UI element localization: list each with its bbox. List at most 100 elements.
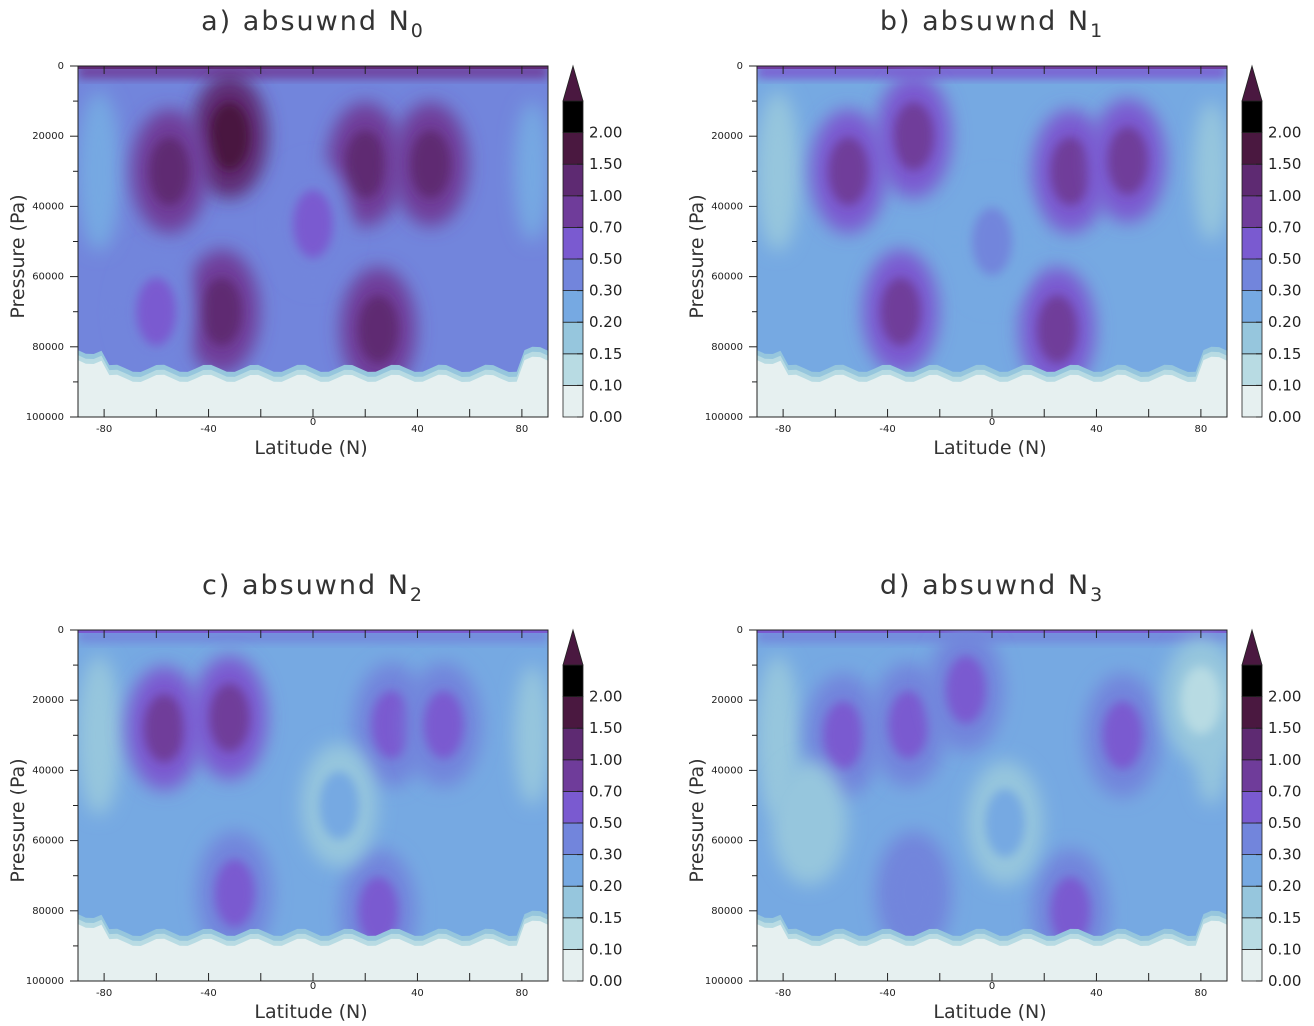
x-tick-label: -40 [879,988,895,999]
colorbar-label: 2.00 [589,688,622,706]
colorbar-swatch [562,132,584,165]
colorbar-label: 0.00 [589,972,622,990]
y-axis-label: Pressure (Pa) [686,194,708,318]
colorbar-arrow [1241,64,1263,102]
colorbar-label: 2.00 [1268,124,1301,142]
x-tick-label: 40 [411,424,424,435]
contour-region [972,207,1012,276]
y-tick-label: 100000 [705,412,743,423]
colorbar-label: 0.15 [1268,909,1301,927]
colorbar-label: 0.30 [1268,282,1301,300]
x-tick-label: 0 [310,981,316,992]
colorbar-swatch [1241,822,1263,856]
y-tick-label: 40000 [711,201,743,212]
y-tick-label: 80000 [32,342,64,353]
colorbar-label: 0.50 [589,814,622,832]
contour-region [358,876,399,945]
x-axis-label: Latitude (N) [933,1001,1046,1023]
colorbar: 0.00 0.10 0.15 0.20 0.30 0.50 0.70 1.00 1.50 2.00 [562,64,622,426]
contour-region [514,101,548,242]
contour-field [757,66,1227,417]
y-tick-label: 0 [737,625,743,636]
colorbar-label: 0.70 [1268,218,1301,236]
colorbar-swatch [1241,195,1263,228]
colorbar-label: 1.50 [1268,155,1301,173]
contour-region [1050,876,1091,945]
colorbar-swatch [1241,321,1263,355]
x-tick-label: 40 [1090,988,1103,999]
chart-panel-3: -80 -40 0 40 80 0 20000 40000 60000 80000 100000 La… [686,570,1301,1023]
colorbar-label: 0.20 [1268,313,1301,331]
colorbar-arrow [562,628,584,666]
contour-region [985,789,1026,858]
x-tick-label: 80 [516,988,529,999]
surface-region [757,356,1227,417]
contour-region [293,189,333,258]
colorbar-label: 0.00 [1268,972,1301,990]
chart-panel-2: -80 -40 0 40 80 0 20000 40000 60000 80000 100000 La… [7,570,622,1023]
colorbar-swatch [1241,759,1263,792]
colorbar-swatch [562,226,584,260]
contour-field [757,630,1227,981]
colorbar-label: 0.30 [589,282,622,300]
colorbar-label: 0.10 [589,376,622,394]
colorbar-swatch [1241,885,1263,919]
contour-region [945,655,986,724]
panel-title: c) absuwnd N2 [202,570,424,606]
contour-region [1037,295,1078,364]
colorbar-swatch [562,353,584,386]
x-tick-label: 40 [1090,424,1103,435]
contour-region [789,789,830,858]
y-tick-label: 20000 [32,131,64,142]
colorbar-label: 0.50 [589,250,622,268]
x-tick-label: 0 [989,981,995,992]
colorbar-label: 0.30 [1268,846,1301,864]
contour-region [1107,126,1148,195]
contour-region [358,295,399,364]
chart-panel-0: -80 -40 0 40 80 0 20000 40000 60000 80000 100000 La… [7,6,622,459]
contour-region [209,683,250,752]
panel-title: d) absuwnd N3 [880,570,1104,606]
colorbar-label: 0.15 [1268,345,1301,363]
colorbar-swatch [1241,791,1263,824]
colorbar-swatch [1241,664,1263,698]
x-tick-label: -80 [775,988,791,999]
x-tick-label: -40 [200,988,216,999]
y-tick-label: 20000 [711,695,743,706]
colorbar-label: 2.00 [589,124,622,142]
y-tick-label: 40000 [32,765,64,776]
colorbar-swatch [562,321,584,355]
colorbar-label: 0.70 [1268,782,1301,800]
y-tick-label: 60000 [711,836,743,847]
x-tick-label: -80 [96,988,112,999]
x-tick-label: -40 [879,424,895,435]
contour-region [144,694,185,763]
colorbar-swatch [1241,100,1263,134]
colorbar-swatch [562,759,584,792]
x-tick-label: -80 [96,424,112,435]
y-tick-label: 100000 [26,412,64,423]
colorbar-swatch [1241,917,1263,950]
y-tick-label: 0 [58,61,64,72]
y-tick-label: 40000 [32,201,64,212]
colorbar-label: 1.00 [589,187,622,205]
colorbar-swatch [562,791,584,824]
contour-region [371,690,412,759]
colorbar-label: 0.70 [589,218,622,236]
colorbar-label: 0.20 [589,313,622,331]
colorbar-label: 0.30 [589,846,622,864]
x-tick-label: 40 [411,988,424,999]
contour-region [149,137,190,206]
contour-field [78,630,548,981]
colorbar-swatch [562,949,584,982]
colorbar-swatch [562,258,584,292]
colorbar-arrow [562,64,584,102]
contour-region [828,137,869,206]
y-tick-label: 80000 [32,906,64,917]
colorbar-label: 1.00 [589,751,622,769]
colorbar-label: 0.15 [589,909,622,927]
contour-region [1180,666,1221,735]
colorbar-swatch [1241,226,1263,260]
colorbar-label: 1.50 [1268,719,1301,737]
contour-region [1050,137,1091,206]
